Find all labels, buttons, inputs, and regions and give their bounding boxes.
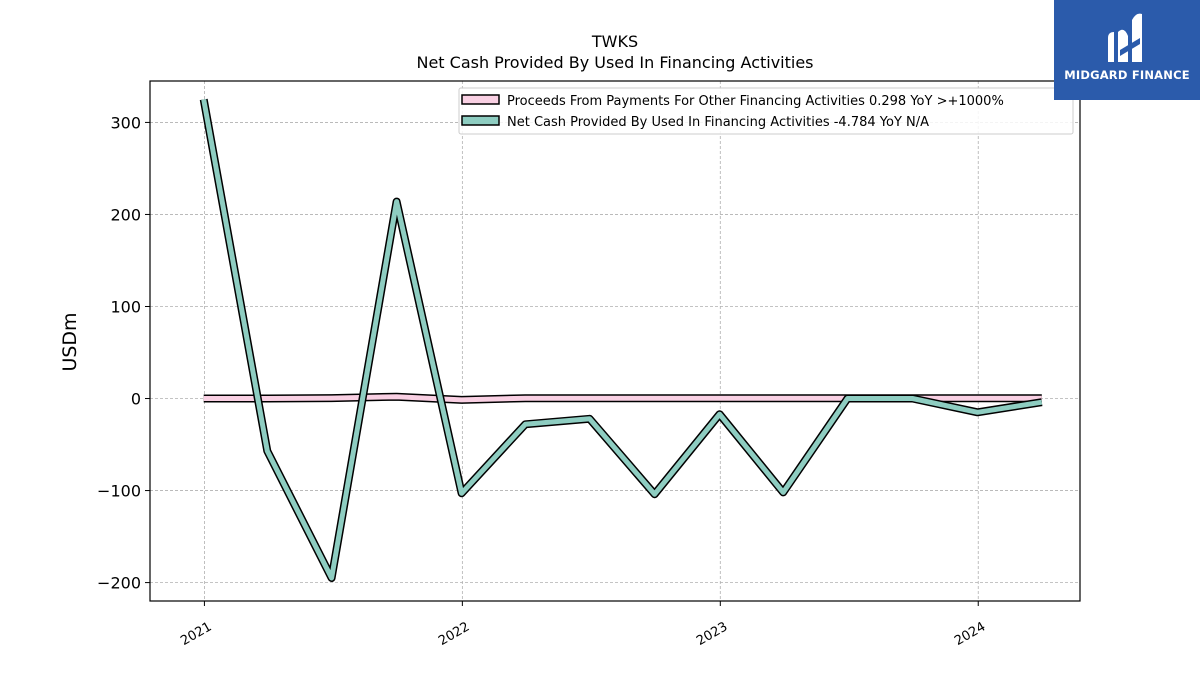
y-tick-label: 100 <box>110 297 141 316</box>
chart-subtitle: Net Cash Provided By Used In Financing A… <box>416 53 813 72</box>
y-tick-label: 200 <box>110 205 141 224</box>
legend-label-proceeds: Proceeds From Payments For Other Financi… <box>507 94 1004 109</box>
series-outline-net-cash <box>199 98 1043 582</box>
x-tick-label: 2023 <box>694 619 730 649</box>
plot-frame <box>149 80 1081 602</box>
y-axis: −200 −100 0 100 200 300 <box>97 113 150 593</box>
brand-logo: MIDGARD FINANCE <box>1054 0 1200 100</box>
x-axis: 2021 2022 2023 2024 <box>178 601 988 649</box>
logo-text: MIDGARD FINANCE <box>1064 68 1190 82</box>
legend-label-net-cash: Net Cash Provided By Used In Financing A… <box>507 115 929 130</box>
y-tick-label: −200 <box>97 574 141 593</box>
x-tick-label: 2022 <box>436 619 472 649</box>
legend-swatch-net-cash <box>461 115 500 126</box>
x-tick-label: 2024 <box>952 619 988 649</box>
y-axis-label: USDm <box>59 312 81 371</box>
series-layer <box>199 98 1043 582</box>
x-tick-label: 2021 <box>178 619 214 649</box>
grid <box>150 81 1080 601</box>
legend-box <box>458 87 1074 135</box>
chart-title: TWKS <box>591 32 638 51</box>
series-line-net-cash <box>201 98 1043 581</box>
y-tick-label: 0 <box>131 390 141 409</box>
legend: Proceeds From Payments For Other Financi… <box>458 87 1074 135</box>
y-tick-label: 300 <box>110 113 141 132</box>
logo-mark-icon <box>1108 13 1142 63</box>
legend-swatch-proceeds <box>461 94 500 105</box>
y-tick-label: −100 <box>97 482 141 501</box>
